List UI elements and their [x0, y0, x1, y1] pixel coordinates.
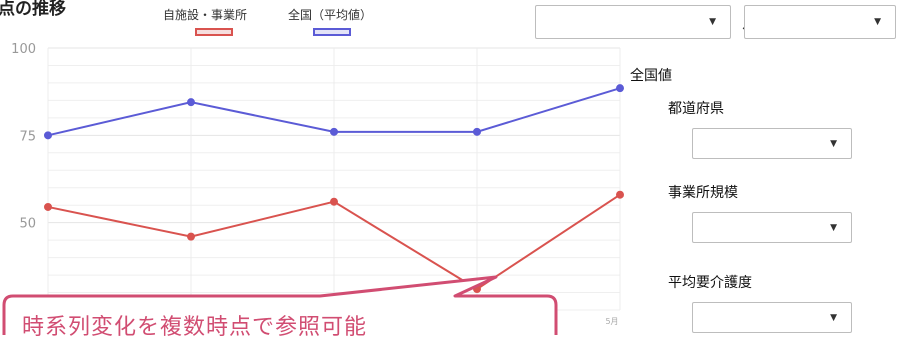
- data-point-nation: [473, 127, 481, 136]
- facility-size-select[interactable]: ▼: [692, 212, 852, 243]
- care-level-select[interactable]: ▼: [692, 302, 852, 333]
- chevron-down-icon: ▼: [830, 222, 837, 233]
- nation-value-label: 全国値: [630, 68, 672, 84]
- chevron-down-icon: ▼: [830, 312, 837, 323]
- filter-panel: 全国値 都道府県 ▼ 事業所規模 ▼ 平均要介護度 ▼: [625, 60, 899, 333]
- legend-swatch-local: [195, 28, 233, 36]
- period-to-select[interactable]: ▼: [744, 5, 896, 39]
- data-point-nation: [616, 84, 624, 93]
- x-tick-label: 5月: [605, 317, 618, 326]
- chevron-down-icon: ▼: [830, 138, 837, 149]
- care-level-label: 平均要介護度: [668, 275, 752, 291]
- prefecture-label: 都道府県: [668, 101, 724, 117]
- data-point-nation: [187, 98, 195, 107]
- line-chart: 100 75 50 5月: [0, 40, 640, 331]
- legend-label-nation: 全国（平均値）: [288, 8, 373, 22]
- data-point-nation: [330, 127, 338, 136]
- period-from-select[interactable]: ▼: [535, 5, 731, 39]
- data-point-local: [44, 202, 52, 211]
- data-point-nation: [44, 131, 52, 140]
- chevron-down-icon: ▼: [709, 17, 716, 27]
- chevron-down-icon: ▼: [874, 17, 881, 27]
- prefecture-select[interactable]: ▼: [692, 128, 852, 159]
- data-point-local: [187, 232, 195, 241]
- period-range: ▼ ～ ▼: [535, 5, 899, 39]
- chart-legend: 自施設・事業所 全国（平均値）: [160, 6, 420, 46]
- line-chart-svg: 100 75 50 5月: [11, 42, 624, 326]
- legend-swatch-nation: [313, 28, 351, 36]
- y-tick-label: 100: [11, 42, 36, 57]
- data-point-local: [330, 197, 338, 206]
- y-tick-label: 50: [19, 217, 36, 232]
- legend-item-nation[interactable]: 全国（平均値）: [288, 6, 373, 36]
- y-tick-label: 75: [19, 129, 36, 144]
- data-point-local: [473, 285, 481, 294]
- legend-item-local[interactable]: 自施設・事業所: [163, 6, 248, 36]
- chart-title-fragment: 点の推移: [0, 0, 66, 19]
- legend-label-local: 自施設・事業所: [163, 8, 248, 22]
- facility-size-label: 事業所規模: [668, 185, 738, 201]
- data-point-local: [616, 190, 624, 199]
